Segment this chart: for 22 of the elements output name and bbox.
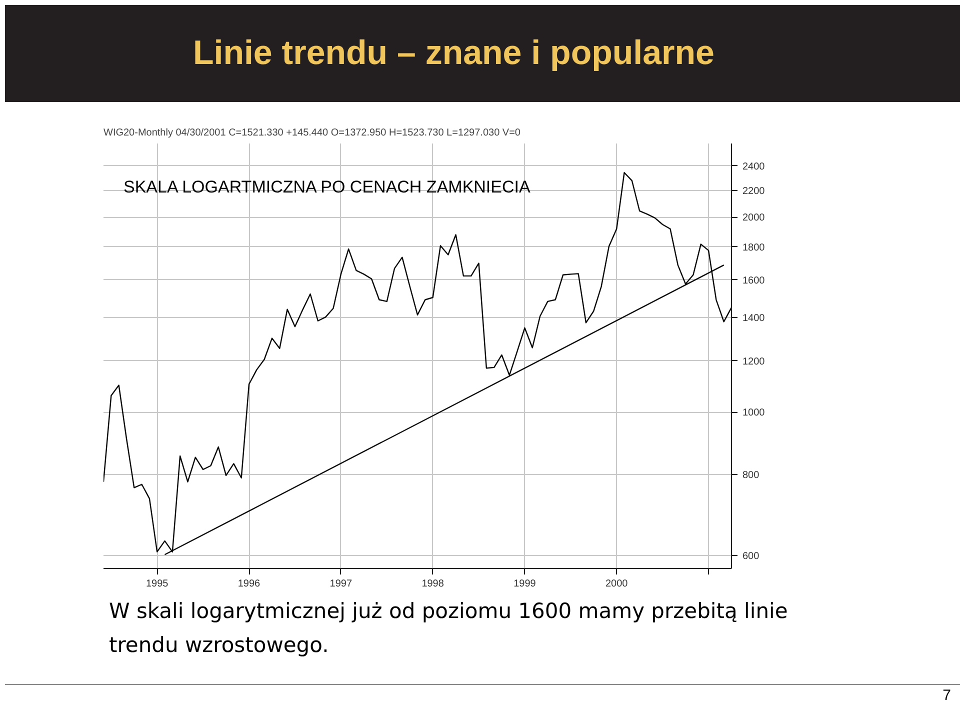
text: WIG20-Monthly 04/30/2001 C=1521.330 +145.440 O=1372.950 H=1523.730 L=1297.030 V=0 [104, 128, 521, 138]
y-tick-label: 800 [742, 470, 760, 482]
y-tick-label: 1800 [742, 242, 766, 254]
x-tick-label: 1996 [238, 578, 261, 590]
y-tick-label: 2200 [742, 186, 766, 197]
y-tick-label: 1400 [742, 312, 766, 324]
chart-title: Linie trendu – znane i popularne [193, 33, 714, 74]
y-tick-label: 1000 [742, 408, 766, 419]
text: W skali logarytmicznej już od poziomu 1600 mamy przebitą linie trendu wzrostowego. [109, 598, 789, 659]
y-tick-label: 1200 [742, 356, 766, 368]
line-series [104, 172, 732, 552]
x-tick-label: 1999 [514, 578, 536, 590]
text: 7 [942, 686, 951, 706]
x-tick-label: 1997 [330, 578, 352, 590]
x-tick-label: 1998 [422, 578, 444, 590]
y-tick-label: 600 [742, 551, 760, 562]
text: SKALA LOGARTMICZNA PO CENACH ZAMKNIECIA [124, 178, 531, 196]
x-tick-label: 1995 [146, 578, 169, 590]
x-tick-label: 2000 [606, 578, 628, 590]
y-tick-label: 2400 [742, 161, 766, 172]
y-tick-label: 2000 [742, 212, 766, 224]
y-tick-label: 1600 [742, 275, 766, 286]
